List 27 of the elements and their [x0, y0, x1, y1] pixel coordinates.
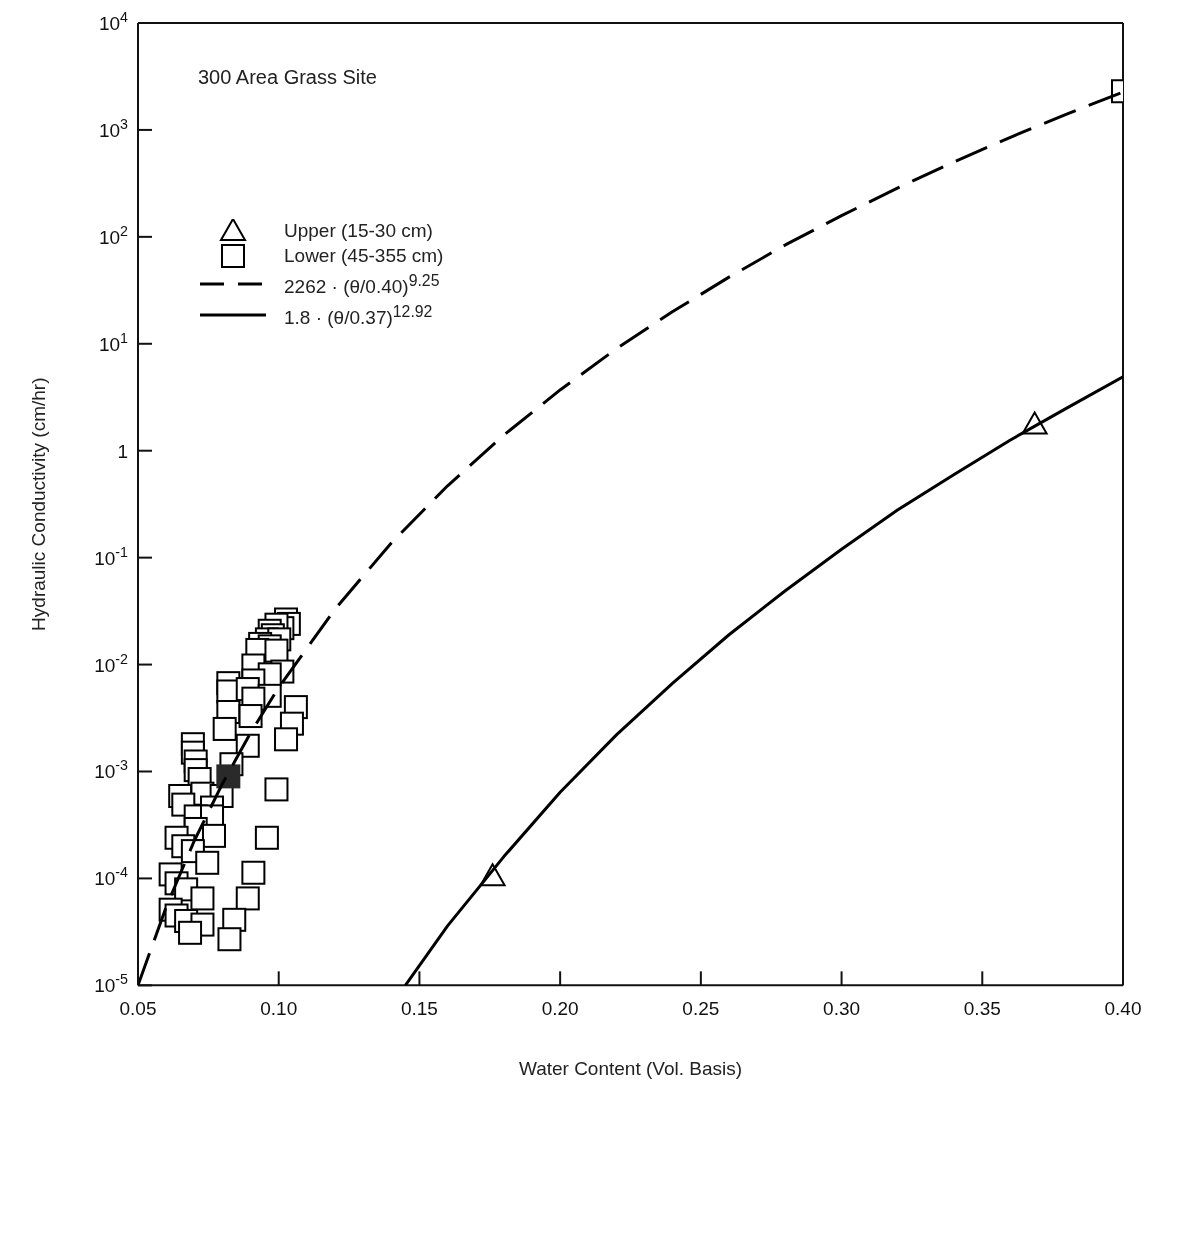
- y-tick-label: 10$^{-2}$: [94, 650, 129, 676]
- x-tick-label: 0.20: [541, 998, 579, 1020]
- legend-label: 2262 · (θ/0.40)$^{9.25}$: [284, 271, 440, 300]
- x-tick-label: 0.40: [1104, 998, 1142, 1020]
- y-tick-label: 1: [117, 440, 128, 462]
- legend-label: Lower (45-355 cm): [284, 244, 444, 268]
- y-tick-label: 10$^{1}$: [98, 329, 129, 355]
- x-tick-label: 0.30: [823, 998, 861, 1020]
- text: 300 Area Grass Site: [198, 66, 377, 89]
- y-tick-label: 10$^{-5}$: [94, 971, 129, 997]
- legend-label: 1.8 · (θ/0.37)$^{12.92}$: [284, 302, 433, 331]
- x-tick-label: 0.25: [682, 998, 720, 1020]
- y-tick-label: 10$^{3}$: [98, 115, 129, 141]
- line-series: [403, 375, 1123, 986]
- y-axis-title: Hydraulic Conductivity (cm/hr): [27, 377, 49, 631]
- point: [216, 764, 241, 789]
- x-tick-label: 0.15: [400, 998, 438, 1020]
- x-tick-label: 0.35: [963, 998, 1001, 1020]
- legend-label: Upper (15-30 cm): [284, 219, 433, 243]
- x-axis-title: Water Content (Vol. Basis): [518, 1058, 743, 1080]
- y-tick-label: 10$^{2}$: [98, 222, 129, 248]
- y-tick-label: 10$^{-4}$: [94, 864, 129, 890]
- y-tick-label: 10$^{-3}$: [94, 757, 129, 783]
- x-tick-label: 0.05: [119, 998, 157, 1020]
- y-tick-label: 10$^{-1}$: [94, 543, 129, 569]
- x-tick-label: 0.10: [260, 998, 298, 1020]
- y-tick-label: 10$^{4}$: [98, 9, 129, 34]
